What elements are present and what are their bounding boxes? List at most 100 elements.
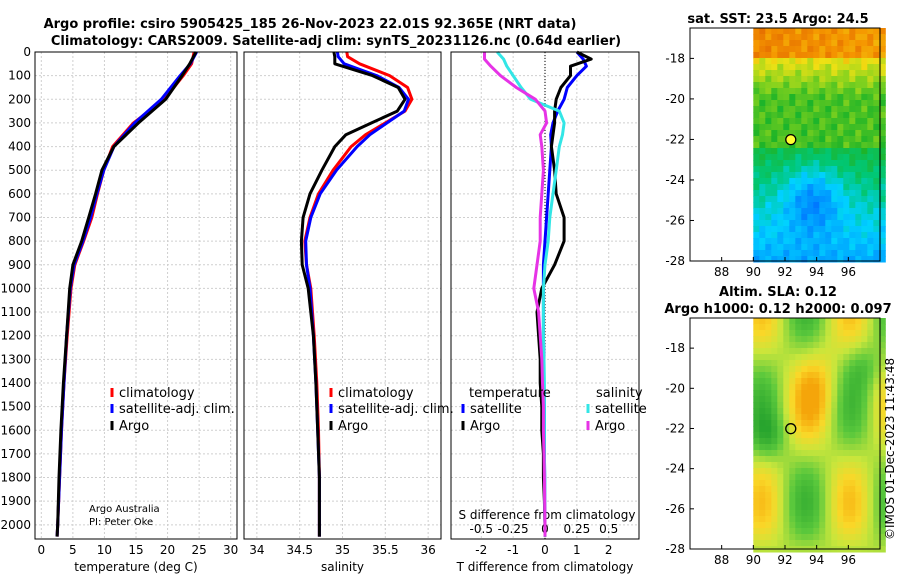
map-cell — [783, 244, 790, 251]
map-cell — [801, 136, 808, 143]
map-cell — [855, 196, 862, 203]
map-cell — [819, 426, 826, 433]
map-cell — [783, 76, 790, 83]
map-cell — [873, 504, 880, 511]
map-cell — [867, 82, 874, 89]
map-cell — [807, 330, 814, 337]
map-cell — [765, 438, 772, 445]
map-cell — [771, 226, 778, 233]
map-cell — [825, 220, 832, 227]
map-cell — [831, 244, 838, 251]
map-cell — [765, 504, 772, 511]
map-cell — [771, 214, 778, 221]
map-cell — [837, 136, 844, 143]
map-cell — [831, 324, 838, 331]
map-cell — [807, 214, 814, 221]
map-cell — [843, 64, 850, 71]
map-cell — [819, 112, 826, 119]
map-cell — [807, 516, 814, 523]
map-cell — [879, 324, 886, 331]
map-cell — [819, 178, 826, 185]
map-cell — [813, 498, 820, 505]
map-cell — [879, 70, 886, 77]
map-cell — [831, 528, 838, 535]
map-cell — [825, 136, 832, 143]
map-cell — [837, 40, 844, 47]
map-cell — [825, 202, 832, 209]
map-cell — [777, 372, 784, 379]
map-cell — [873, 154, 880, 161]
map-cell — [795, 336, 802, 343]
map-cell — [783, 154, 790, 161]
map-cell — [807, 160, 814, 167]
map-cell — [831, 64, 838, 71]
map-cell — [789, 474, 796, 481]
map-cell — [777, 250, 784, 257]
map-cell — [855, 34, 862, 41]
map-cell — [765, 76, 772, 83]
map-cell — [813, 384, 820, 391]
map-cell — [765, 402, 772, 409]
map-cell — [783, 64, 790, 71]
map-cell — [843, 510, 850, 517]
map-cell — [765, 384, 772, 391]
map-cell — [867, 408, 874, 415]
map-cell — [771, 390, 778, 397]
map-cell — [855, 360, 862, 367]
map-cell — [879, 378, 886, 385]
map-cell — [849, 534, 856, 541]
map-cell — [873, 106, 880, 113]
map-cell — [789, 384, 796, 391]
map-y-tick-label: -24 — [665, 173, 685, 187]
map-cell — [873, 342, 880, 349]
map-cell — [831, 250, 838, 257]
map-cell — [837, 480, 844, 487]
map-cell — [783, 112, 790, 119]
x-tick-label: 0 — [541, 543, 549, 557]
map-cell — [843, 256, 850, 263]
map-cell — [849, 408, 856, 415]
map-cell — [783, 118, 790, 125]
map-cell — [795, 64, 802, 71]
map-cell — [807, 378, 814, 385]
map-cell — [849, 154, 856, 161]
map-cell — [789, 510, 796, 517]
map-cell — [843, 438, 850, 445]
map-cell — [777, 184, 784, 191]
map-cell — [855, 438, 862, 445]
map-cell — [765, 354, 772, 361]
y-tick-label: 1600 — [0, 423, 31, 437]
map-cell — [867, 318, 874, 325]
map-cell — [771, 456, 778, 463]
map-cell — [819, 232, 826, 239]
map-cell — [861, 522, 868, 529]
map-cell — [837, 226, 844, 233]
map-cell — [813, 82, 820, 89]
map-cell — [837, 354, 844, 361]
map-cell — [819, 360, 826, 367]
map-cell — [879, 184, 886, 191]
map-cell — [855, 534, 862, 541]
map-cell — [789, 52, 796, 59]
map-cell — [801, 372, 808, 379]
map-cell — [807, 46, 814, 53]
map-cell — [753, 432, 760, 439]
map-x-tick-label: 88 — [714, 265, 729, 279]
map-cell — [789, 324, 796, 331]
temperature-legend: climatology satellite-adj. clim. Argo — [110, 386, 235, 434]
map-cell — [807, 444, 814, 451]
map-cell — [771, 420, 778, 427]
map-cell — [855, 226, 862, 233]
map-cell — [879, 112, 886, 119]
map-cell — [765, 244, 772, 251]
map-cell — [789, 420, 796, 427]
map-cell — [801, 408, 808, 415]
s-tick-label: 0.5 — [599, 522, 618, 536]
map-cell — [855, 244, 862, 251]
map-cell — [777, 172, 784, 179]
map-cell — [831, 208, 838, 215]
map-cell — [831, 426, 838, 433]
map-cell — [759, 534, 766, 541]
map-cell — [873, 46, 880, 53]
map-cell — [807, 58, 814, 65]
